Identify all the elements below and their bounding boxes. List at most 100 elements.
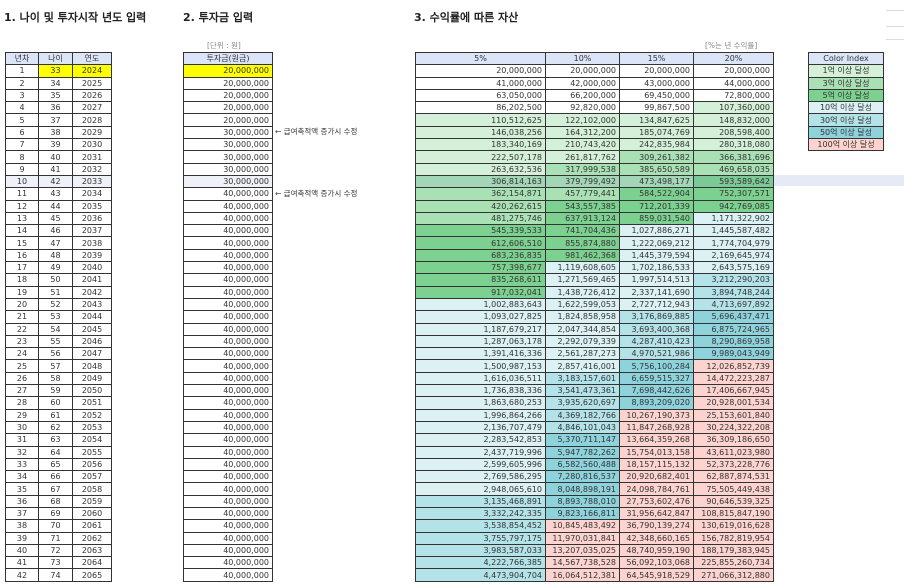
investment-cell[interactable]: 40,000,000 xyxy=(183,457,273,472)
year-cell[interactable]: 2031 xyxy=(72,150,112,164)
asset-cell[interactable]: 481,275,746 xyxy=(415,211,546,226)
asset-cell[interactable]: 683,236,835 xyxy=(415,248,546,263)
asset-cell[interactable]: 9,823,166,811 xyxy=(545,506,620,521)
age-cell[interactable]: 33 xyxy=(38,64,73,78)
year-cell[interactable]: 2050 xyxy=(72,384,112,398)
year-count-cell[interactable]: 23 xyxy=(5,334,39,349)
asset-cell[interactable]: 210,743,420 xyxy=(545,138,620,152)
investment-cell[interactable]: 40,000,000 xyxy=(183,236,273,250)
asset-cell[interactable]: 2,283,542,853 xyxy=(415,433,546,447)
asset-cell[interactable]: 13,207,035,025 xyxy=(545,543,620,558)
age-cell[interactable]: 40 xyxy=(38,150,73,164)
asset-cell[interactable]: 612,606,510 xyxy=(415,236,546,250)
asset-cell[interactable]: 309,261,382 xyxy=(619,150,694,164)
investment-cell[interactable]: 40,000,000 xyxy=(183,199,273,213)
asset-cell[interactable]: 43,000,000 xyxy=(619,76,694,90)
year-cell[interactable]: 2036 xyxy=(72,211,112,226)
year-count-cell[interactable]: 4 xyxy=(5,101,39,115)
asset-cell[interactable]: 2,169,645,974 xyxy=(693,248,774,263)
asset-cell[interactable]: 3,983,587,033 xyxy=(415,543,546,558)
asset-cell[interactable]: 1,996,864,266 xyxy=(415,408,546,422)
asset-cell[interactable]: 5,696,437,471 xyxy=(693,310,774,324)
year-cell[interactable]: 2059 xyxy=(72,494,112,508)
age-cell[interactable]: 65 xyxy=(38,457,73,472)
asset-cell[interactable]: 637,913,124 xyxy=(545,211,620,226)
year-count-cell[interactable]: 14 xyxy=(5,224,39,238)
age-cell[interactable]: 36 xyxy=(38,101,73,115)
asset-cell[interactable]: 1,171,322,902 xyxy=(693,211,774,226)
asset-cell[interactable]: 1,119,608,605 xyxy=(545,261,620,275)
year-count-cell[interactable]: 13 xyxy=(5,211,39,226)
asset-cell[interactable]: 14,472,223,287 xyxy=(693,371,774,386)
year-cell[interactable]: 2035 xyxy=(72,199,112,213)
year-cell[interactable]: 2026 xyxy=(72,88,112,103)
year-cell[interactable]: 2040 xyxy=(72,261,112,275)
asset-cell[interactable]: 1,500,987,153 xyxy=(415,359,546,373)
asset-cell[interactable]: 27,753,602,476 xyxy=(619,494,694,508)
year-count-cell[interactable]: 21 xyxy=(5,310,39,324)
year-count-cell[interactable]: 9 xyxy=(5,162,39,176)
asset-cell[interactable]: 2,292,079,339 xyxy=(545,334,620,349)
asset-cell[interactable]: 1,438,726,412 xyxy=(545,285,620,299)
asset-cell[interactable]: 4,473,904,704 xyxy=(415,568,546,582)
year-count-cell[interactable]: 5 xyxy=(5,113,39,127)
investment-cell[interactable]: 40,000,000 xyxy=(183,408,273,422)
asset-cell[interactable]: 30,224,322,208 xyxy=(693,420,774,435)
asset-cell[interactable]: 1,002,883,643 xyxy=(415,297,546,312)
investment-cell[interactable]: 40,000,000 xyxy=(183,482,273,496)
year-cell[interactable]: 2063 xyxy=(72,543,112,558)
asset-cell[interactable]: 52,373,228,776 xyxy=(693,457,774,472)
year-cell[interactable]: 2062 xyxy=(72,531,112,545)
investment-cell[interactable]: 40,000,000 xyxy=(183,556,273,570)
asset-cell[interactable]: 75,505,449,438 xyxy=(693,482,774,496)
year-cell[interactable]: 2061 xyxy=(72,519,112,533)
year-cell[interactable]: 2038 xyxy=(72,236,112,250)
investment-cell[interactable]: 40,000,000 xyxy=(183,470,273,484)
asset-cell[interactable]: 11,847,268,928 xyxy=(619,420,694,435)
asset-cell[interactable]: 9,989,043,949 xyxy=(693,347,774,361)
asset-cell[interactable]: 1,997,514,513 xyxy=(619,273,694,287)
age-cell[interactable]: 68 xyxy=(38,494,73,508)
age-cell[interactable]: 53 xyxy=(38,310,73,324)
asset-cell[interactable]: 4,287,410,423 xyxy=(619,334,694,349)
year-cell[interactable]: 2045 xyxy=(72,322,112,336)
year-count-cell[interactable]: 2 xyxy=(5,76,39,90)
asset-cell[interactable]: 17,406,667,945 xyxy=(693,384,774,398)
asset-cell[interactable]: 3,176,869,885 xyxy=(619,310,694,324)
investment-cell[interactable]: 40,000,000 xyxy=(183,445,273,459)
year-cell[interactable]: 2058 xyxy=(72,482,112,496)
year-cell[interactable]: 2034 xyxy=(72,187,112,201)
asset-cell[interactable]: 261,817,762 xyxy=(545,150,620,164)
asset-cell[interactable]: 10,845,483,492 xyxy=(545,519,620,533)
year-cell[interactable]: 2051 xyxy=(72,396,112,410)
year-cell[interactable]: 2065 xyxy=(72,568,112,582)
asset-cell[interactable]: 72,800,000 xyxy=(693,88,774,103)
asset-cell[interactable]: 469,658,035 xyxy=(693,162,774,176)
asset-cell[interactable]: 225,855,260,734 xyxy=(693,556,774,570)
asset-cell[interactable]: 208,598,400 xyxy=(693,125,774,140)
asset-cell[interactable]: 473,498,177 xyxy=(619,174,694,189)
year-count-cell[interactable]: 20 xyxy=(5,297,39,312)
asset-cell[interactable]: 543,557,385 xyxy=(545,199,620,213)
age-cell[interactable]: 60 xyxy=(38,396,73,410)
year-count-cell[interactable]: 17 xyxy=(5,261,39,275)
asset-cell[interactable]: 741,704,436 xyxy=(545,224,620,238)
investment-cell[interactable]: 20,000,000 xyxy=(183,64,273,78)
asset-cell[interactable]: 36,309,186,650 xyxy=(693,433,774,447)
investment-cell[interactable]: 40,000,000 xyxy=(183,248,273,263)
asset-cell[interactable]: 712,201,339 xyxy=(619,199,694,213)
year-count-cell[interactable]: 18 xyxy=(5,273,39,287)
investment-cell[interactable]: 40,000,000 xyxy=(183,261,273,275)
investment-cell[interactable]: 40,000,000 xyxy=(183,506,273,521)
age-cell[interactable]: 67 xyxy=(38,482,73,496)
year-cell[interactable]: 2030 xyxy=(72,138,112,152)
year-count-cell[interactable]: 6 xyxy=(5,125,39,140)
age-cell[interactable]: 45 xyxy=(38,211,73,226)
asset-cell[interactable]: 2,727,712,943 xyxy=(619,297,694,312)
year-count-cell[interactable]: 7 xyxy=(5,138,39,152)
asset-cell[interactable]: 385,650,589 xyxy=(619,162,694,176)
asset-cell[interactable]: 2,857,416,001 xyxy=(545,359,620,373)
year-cell[interactable]: 2056 xyxy=(72,457,112,472)
asset-cell[interactable]: 752,307,571 xyxy=(693,187,774,201)
asset-cell[interactable]: 1,736,838,336 xyxy=(415,384,546,398)
